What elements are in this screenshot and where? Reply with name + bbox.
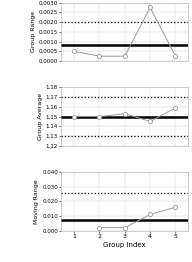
Y-axis label: Moving Range: Moving Range <box>34 179 39 224</box>
Y-axis label: Group Range: Group Range <box>31 11 36 52</box>
Y-axis label: Group Average: Group Average <box>38 93 43 140</box>
X-axis label: Group Index: Group Index <box>103 242 146 248</box>
